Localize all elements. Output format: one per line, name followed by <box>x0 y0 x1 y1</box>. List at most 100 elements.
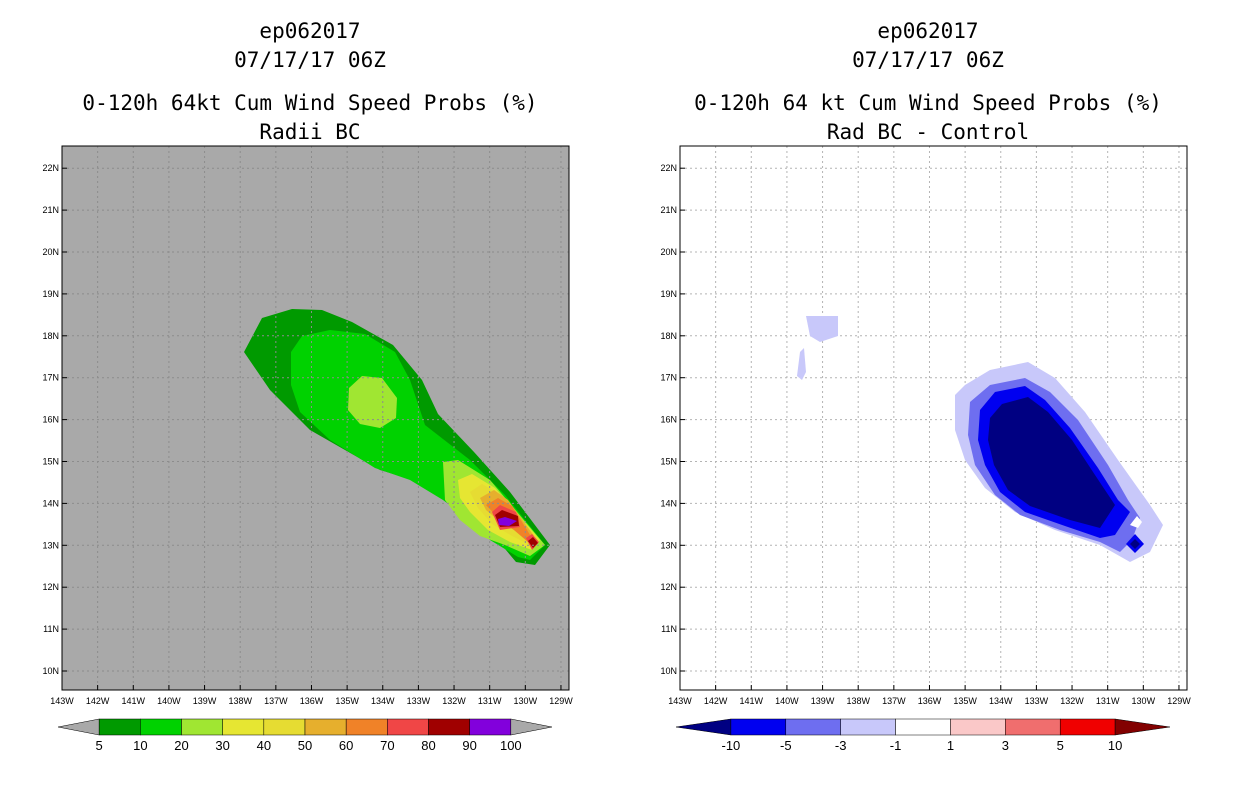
left-y-tick-17N: 17N <box>42 373 59 383</box>
left-colorbar-label-40: 40 <box>257 738 271 753</box>
left-y-tick-11N: 11N <box>43 624 59 634</box>
left-colorbar-segment-4 <box>263 718 306 736</box>
right-colorbar-segment-2 <box>840 718 896 736</box>
right-y-tick-21N: 21N <box>660 205 677 215</box>
right-y-tick-19N: 19N <box>660 289 677 299</box>
left-colorbar-segment-6 <box>345 718 388 736</box>
left-colorbar-label-60: 60 <box>339 738 353 753</box>
left-y-tick-14N: 14N <box>42 498 59 508</box>
right-y-ticks: 10N 11N 12N 13N 14N 15N 16N 17N 18N 19N 20N 21N 22N <box>660 163 685 676</box>
right-colorbar-label--1: -1 <box>890 738 902 753</box>
right-colorbar-label--10: -10 <box>721 738 740 753</box>
left-x-tick-139W: 139W <box>193 696 217 706</box>
right-y-tick-15N: 15N <box>660 457 677 467</box>
right-y-tick-16N: 16N <box>660 415 677 425</box>
right-x-tick-139W: 139W <box>811 696 835 706</box>
left-x-tick-137W: 137W <box>264 696 288 706</box>
right-x-tick-140W: 140W <box>775 696 799 706</box>
right-y-tick-13N: 13N <box>660 540 677 550</box>
right-title: 0-120h 64 kt Cum Wind Speed Probs (%) <box>694 91 1162 115</box>
left-colorbar-label-50: 50 <box>298 738 312 753</box>
left-colorbar-segment-2 <box>181 718 223 736</box>
left-y-tick-20N: 20N <box>42 247 59 257</box>
left-colorbar-segment-7 <box>387 718 429 736</box>
right-y-tick-20N: 20N <box>660 247 677 257</box>
left-x-tick-134W: 134W <box>371 696 395 706</box>
right-colorbar-segment-1 <box>785 718 841 736</box>
left-colorbar-arrow-high <box>510 718 553 736</box>
left-colorbar-segment-0 <box>98 718 141 736</box>
left-x-tick-131W: 131W <box>478 696 502 706</box>
left-contour-20 <box>348 376 397 428</box>
left-x-tick-132W: 132W <box>442 696 466 706</box>
left-x-tick-141W: 141W <box>122 696 146 706</box>
left-x-tick-133W: 133W <box>407 696 431 706</box>
left-y-tick-21N: 21N <box>42 205 59 215</box>
right-x-tick-143W: 143W <box>668 696 692 706</box>
right-plot-frame <box>679 145 1188 691</box>
left-colorbar-arrow-low <box>57 718 100 736</box>
right-colorbar: -10 -5 -3 -1 1 3 5 10 <box>675 718 1171 753</box>
left-y-ticks: 10N 11N 12N 13N 14N 15N 16N 17N 18N 19N 20N 21N 22N <box>42 163 67 676</box>
right-y-tick-11N: 11N <box>661 624 677 634</box>
left-y-tick-13N: 13N <box>42 540 59 550</box>
right-panel: ep062017 07/17/17 06Z 0-120h 64 kt Cum W… <box>660 19 1191 753</box>
left-plot-frame <box>61 145 570 691</box>
right-x-ticks: 143W 142W 141W 140W 139W 138W 137W 136W 135W 134W… <box>668 685 1191 706</box>
right-contour-darkblue <box>988 397 1115 528</box>
right-colorbar-label-10: 10 <box>1108 738 1122 753</box>
right-colorbar-label-1: 1 <box>947 738 954 753</box>
right-contour-lightblue-small <box>806 316 838 342</box>
right-y-tick-14N: 14N <box>660 498 677 508</box>
right-x-tick-132W: 132W <box>1060 696 1084 706</box>
right-y-tick-10N: 10N <box>660 666 677 676</box>
right-y-tick-22N: 22N <box>660 163 677 173</box>
left-title: 0-120h 64kt Cum Wind Speed Probs (%) <box>82 91 537 115</box>
left-colorbar-label-80: 80 <box>421 738 435 753</box>
left-colorbar-segment-3 <box>222 718 265 736</box>
left-x-tick-135W: 135W <box>335 696 359 706</box>
right-contour-lightblue-sliver <box>797 348 806 380</box>
right-x-tick-134W: 134W <box>989 696 1013 706</box>
right-x-tick-138W: 138W <box>846 696 870 706</box>
right-plot-background <box>680 146 1187 690</box>
left-datetime: 07/17/17 06Z <box>234 48 386 72</box>
right-storm-id: ep062017 <box>877 19 978 43</box>
left-contours <box>244 309 550 565</box>
right-contour-darkblue-dot <box>1130 539 1140 549</box>
right-colorbar-segment-3 <box>895 718 951 736</box>
left-colorbar-segment-1 <box>140 718 182 736</box>
left-colorbar-segment-8 <box>428 718 470 736</box>
right-x-tick-136W: 136W <box>918 696 942 706</box>
right-x-tick-137W: 137W <box>882 696 906 706</box>
right-datetime: 07/17/17 06Z <box>852 48 1004 72</box>
right-x-tick-133W: 133W <box>1025 696 1049 706</box>
right-contours <box>797 316 1163 562</box>
left-x-tick-143W: 143W <box>50 696 74 706</box>
left-x-tick-136W: 136W <box>300 696 324 706</box>
left-contour-90 <box>498 517 517 526</box>
right-colorbar-segment-4 <box>950 718 1006 736</box>
right-x-tick-141W: 141W <box>740 696 764 706</box>
right-contour-white-spot <box>1130 516 1142 528</box>
left-gridlines <box>62 146 569 690</box>
left-storm-id: ep062017 <box>259 19 360 43</box>
right-colorbar-segment-6 <box>1059 718 1116 736</box>
left-panel: ep062017 07/17/17 06Z 0-120h 64kt Cum Wi… <box>42 19 573 753</box>
right-colorbar-arrow-low <box>675 718 732 736</box>
left-colorbar-label-10: 10 <box>133 738 147 753</box>
left-colorbar-segment-5 <box>304 718 347 736</box>
right-colorbar-arrow-high <box>1114 718 1171 736</box>
left-x-tick-130W: 130W <box>514 696 538 706</box>
right-x-tick-135W: 135W <box>953 696 977 706</box>
left-colorbar: 5 10 20 30 40 50 60 70 80 90 100 <box>57 718 553 753</box>
left-y-tick-12N: 12N <box>42 582 59 592</box>
left-y-tick-18N: 18N <box>42 331 59 341</box>
left-colorbar-label-70: 70 <box>380 738 394 753</box>
right-subtitle: Rad BC - Control <box>827 120 1029 144</box>
left-subtitle: Radii BC <box>259 120 360 144</box>
right-x-tick-142W: 142W <box>704 696 728 706</box>
right-colorbar-label--5: -5 <box>780 738 792 753</box>
left-x-tick-140W: 140W <box>157 696 181 706</box>
